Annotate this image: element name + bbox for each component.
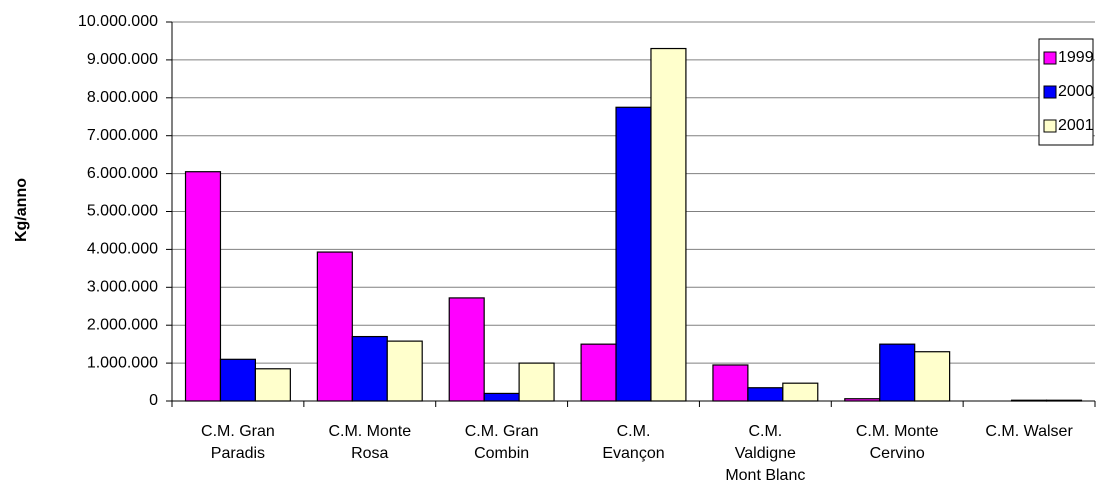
legend-swatch	[1043, 51, 1057, 65]
bar	[219, 358, 256, 402]
legend-label: 2000	[1058, 83, 1094, 100]
bar	[518, 362, 555, 402]
bar	[351, 335, 388, 402]
bar	[879, 343, 916, 402]
x-tick-label: C.M. Valdigne Mont Blanc	[725, 423, 806, 484]
y-tick-label: 1.000.000	[87, 354, 158, 371]
y-tick-label: 8.000.000	[87, 89, 158, 106]
y-tick-label: 7.000.000	[87, 127, 158, 144]
x-tick-label: C.M. Gran Combin	[464, 423, 539, 462]
x-tick-label: C.M. Monte Rosa	[328, 423, 412, 462]
y-axis-label: Kg/anno	[13, 178, 30, 242]
x-tick-label: C.M. Monte Cervino	[855, 423, 939, 462]
bar	[254, 368, 291, 402]
bar	[386, 340, 423, 402]
bar	[316, 251, 353, 402]
y-tick-label: 5.000.000	[87, 203, 158, 220]
bar	[448, 297, 485, 402]
x-tick-label: C.M. Walser	[985, 423, 1073, 440]
x-tick-label: C.M. Evançon	[602, 423, 665, 462]
y-tick-label: 3.000.000	[87, 279, 158, 296]
bar	[747, 387, 784, 402]
bar	[782, 382, 819, 402]
bar	[914, 351, 951, 402]
legend-swatch	[1043, 85, 1057, 99]
y-tick-label: 6.000.000	[87, 165, 158, 182]
bar	[580, 343, 617, 402]
legend-swatch	[1043, 119, 1057, 133]
bar	[712, 364, 749, 402]
y-tick-label: 4.000.000	[87, 241, 158, 258]
y-tick-label: 9.000.000	[87, 51, 158, 68]
legend-label: 1999	[1058, 49, 1094, 66]
y-tick-label: 2.000.000	[87, 316, 158, 333]
bar	[650, 47, 687, 402]
bar	[184, 171, 222, 402]
legend-label: 2001	[1058, 117, 1094, 134]
bar	[483, 392, 520, 402]
y-tick-label: 10.000.000	[78, 13, 158, 30]
y-tick-label: 0	[149, 392, 158, 409]
bar	[615, 106, 652, 402]
x-tick-label: C.M. Gran Paradis	[201, 423, 275, 462]
